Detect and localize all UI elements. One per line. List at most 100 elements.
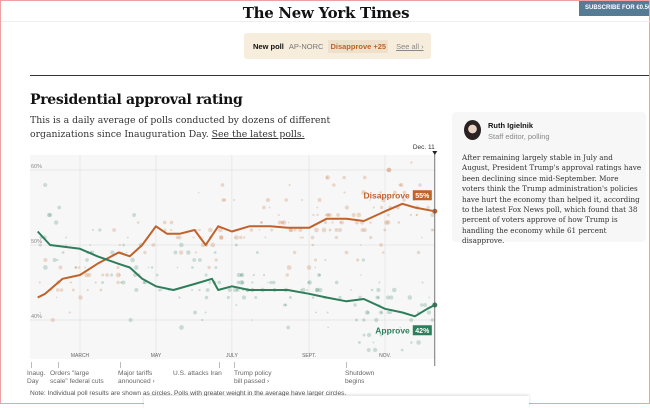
poll-dot	[298, 227, 303, 233]
poll-dot	[310, 235, 315, 240]
poll-dot	[205, 288, 210, 292]
poll-dot	[361, 258, 366, 262]
disapprove-value-badge	[412, 190, 432, 201]
poll-dot	[372, 347, 378, 353]
poll-dot	[249, 228, 254, 232]
poll-dot	[110, 250, 115, 255]
poll-dot	[372, 341, 375, 344]
poll-dot	[430, 228, 434, 232]
poll-dot	[318, 287, 323, 293]
approval-chart[interactable]: MARCH MAY JULY SEPT. NOV. 60% 50% 40% 55% Disappr…	[21, 141, 446, 366]
poll-dot	[420, 236, 423, 239]
poll-dot	[356, 258, 360, 262]
poll-dot	[277, 213, 280, 217]
poll-dot	[300, 288, 303, 292]
poll-dot	[399, 326, 402, 329]
description: This is a daily average of polls conduct…	[30, 114, 360, 142]
poll-dot	[311, 296, 315, 299]
poll-dot	[208, 227, 213, 233]
poll-dot	[354, 318, 358, 322]
event-annotation[interactable]: Trump policy bill passed ›	[234, 370, 272, 386]
event-annotation-line: scale" federal cuts	[50, 378, 104, 385]
poll-dot	[300, 287, 306, 293]
poll-dot	[56, 258, 59, 262]
poll-dot	[112, 228, 116, 232]
poll-dot	[286, 325, 291, 330]
poll-dot	[380, 311, 383, 314]
overlay-panel	[144, 396, 529, 408]
poll-dot	[426, 205, 430, 210]
poll-dot	[227, 288, 232, 292]
description-text: This is a daily average of polls conduct…	[30, 115, 331, 140]
poll-dot	[288, 296, 292, 299]
poll-dot	[128, 317, 133, 323]
poll-dot	[85, 258, 89, 262]
poll-dot	[68, 311, 71, 314]
poll-dot	[369, 221, 372, 224]
disapprove-line	[37, 202, 435, 299]
poll-dot	[94, 281, 97, 284]
poll-dot	[176, 266, 179, 269]
event-annotation-line: Major tariffs	[118, 370, 153, 377]
poll-dot	[418, 183, 422, 187]
poll-dot	[306, 265, 312, 270]
poll-dot	[389, 310, 393, 315]
poll-result: Disapprove +25	[328, 39, 389, 53]
poll-dot	[38, 281, 41, 284]
poll-dot	[318, 273, 321, 277]
poll-dot	[61, 251, 65, 254]
poll-dot	[385, 220, 391, 225]
event-annotation: Orders "large scale" federal cuts	[50, 370, 104, 386]
event-annotation: U.S. attacks Iran	[173, 370, 222, 378]
poll-dot	[288, 183, 291, 187]
poll-dot	[415, 214, 418, 216]
poll-dot	[284, 303, 288, 307]
poll-dot	[334, 235, 339, 240]
poll-dot	[262, 205, 266, 210]
event-annotation-line: Inaug.	[27, 370, 46, 377]
poll-dot	[59, 288, 64, 292]
poll-dot	[116, 266, 120, 269]
poll-dot	[77, 266, 81, 269]
poll-dot	[260, 221, 263, 224]
poll-dot	[214, 266, 218, 269]
see-all-link[interactable]: See all ›	[396, 41, 424, 51]
subscribe-button[interactable]: SUBSCRIBE FOR €0.50	[579, 1, 649, 16]
poll-dot	[399, 183, 404, 187]
poll-dot	[334, 280, 339, 285]
latest-polls-link[interactable]: See the latest polls.	[211, 129, 305, 140]
poll-dot	[169, 220, 174, 225]
poll-dot	[178, 250, 184, 255]
approve-line	[36, 230, 436, 318]
poll-dot	[239, 273, 243, 277]
poll-dot	[323, 220, 328, 225]
poll-dot	[132, 213, 137, 217]
poll-dot	[366, 348, 371, 352]
end-date-marker	[432, 151, 438, 155]
poll-dot	[284, 198, 288, 202]
poll-dot	[234, 243, 238, 247]
poll-dot	[55, 296, 58, 299]
poll-dot	[50, 317, 55, 323]
poll-dot	[43, 182, 48, 188]
new-poll-banner[interactable]: New poll AP-NORC Disapprove +25 See all …	[244, 33, 431, 59]
poll-dot	[202, 236, 204, 239]
y-tick-label: 60%	[31, 164, 42, 170]
nyt-logo[interactable]: The New York Times	[242, 4, 410, 22]
poll-dot	[311, 243, 315, 247]
poll-dot	[125, 251, 128, 254]
header-divider	[1, 21, 650, 22]
poll-dot	[86, 288, 89, 292]
poll-dot	[99, 288, 103, 292]
poll-dot	[98, 228, 102, 232]
poll-dot	[316, 213, 319, 217]
poll-dot	[74, 265, 78, 270]
poll-dot	[381, 251, 385, 254]
poll-dot	[55, 288, 60, 292]
poll-dot	[372, 206, 375, 209]
event-annotation[interactable]: Major tariffs announced ›	[118, 370, 155, 386]
poll-dot	[238, 235, 243, 240]
poll-dot	[240, 280, 245, 285]
poll-dot	[43, 257, 48, 263]
poll-dot	[364, 310, 370, 315]
